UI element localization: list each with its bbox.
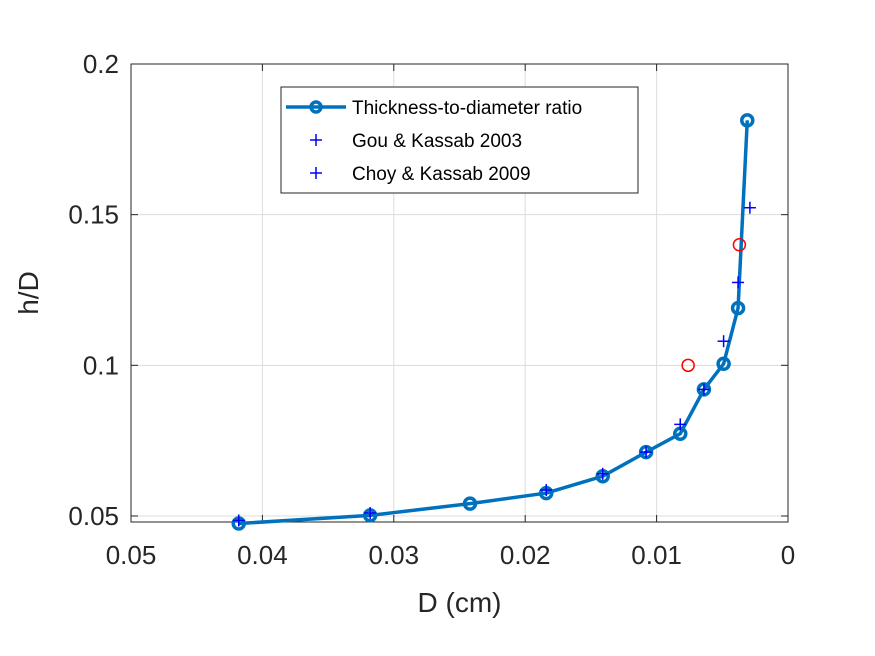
data-point-plus [596, 467, 609, 480]
y-tick-label: 0.2 [83, 49, 119, 79]
x-tick-label: 0.03 [368, 540, 419, 570]
data-point-plus [232, 514, 245, 527]
legend-circle-marker [309, 100, 323, 114]
y-tick-label: 0.15 [68, 200, 119, 230]
legend-entry-gou-kassab: Gou & Kassab 2003 [352, 131, 522, 152]
x-tick-label: 0.05 [106, 540, 157, 570]
y-tick-label: 0.1 [83, 350, 119, 380]
data-point-circle [716, 356, 731, 372]
data-point-plus [732, 276, 745, 289]
data-point-plus [540, 484, 553, 497]
legend-entry-choy-kassab: Choy & Kassab 2009 [352, 164, 531, 185]
x-tick-label: 0.04 [237, 540, 288, 570]
axis-ticks: 0.05 0.04 0.03 0.02 0.01 0 0.05 0.1 0.15 0.2 [68, 49, 795, 570]
x-tick-label: 0.02 [500, 540, 551, 570]
legend-plus-marker-gou [310, 134, 322, 146]
data-point-plus [674, 418, 687, 431]
data-point-red-circle [732, 238, 747, 252]
data-point-circle [730, 300, 746, 316]
data-point-circle [740, 113, 755, 128]
data-point-circle [462, 496, 478, 511]
plot-frame [130, 63, 789, 523]
series-layer [231, 113, 756, 531]
data-point-plus [743, 201, 756, 214]
x-tick-label: 0 [781, 540, 795, 570]
legend-entry-thickness-ratio: Thickness-to-diameter ratio [352, 98, 582, 119]
legend-box [280, 86, 639, 194]
x-axis-label: D (cm) [418, 587, 502, 618]
data-point-plus [697, 383, 710, 396]
legend: Thickness-to-diameter ratio Gou & Kassab… [280, 86, 639, 194]
y-axis-label: h/D [13, 271, 44, 315]
data-point-plus [640, 446, 653, 459]
y-tick-label: 0.05 [68, 501, 119, 531]
x-tick-label: 0.01 [631, 540, 682, 570]
legend-plus-marker-choy [310, 167, 322, 179]
data-point-plus [364, 506, 377, 519]
data-point-red-circle [681, 358, 695, 373]
data-point-plus [717, 335, 730, 348]
